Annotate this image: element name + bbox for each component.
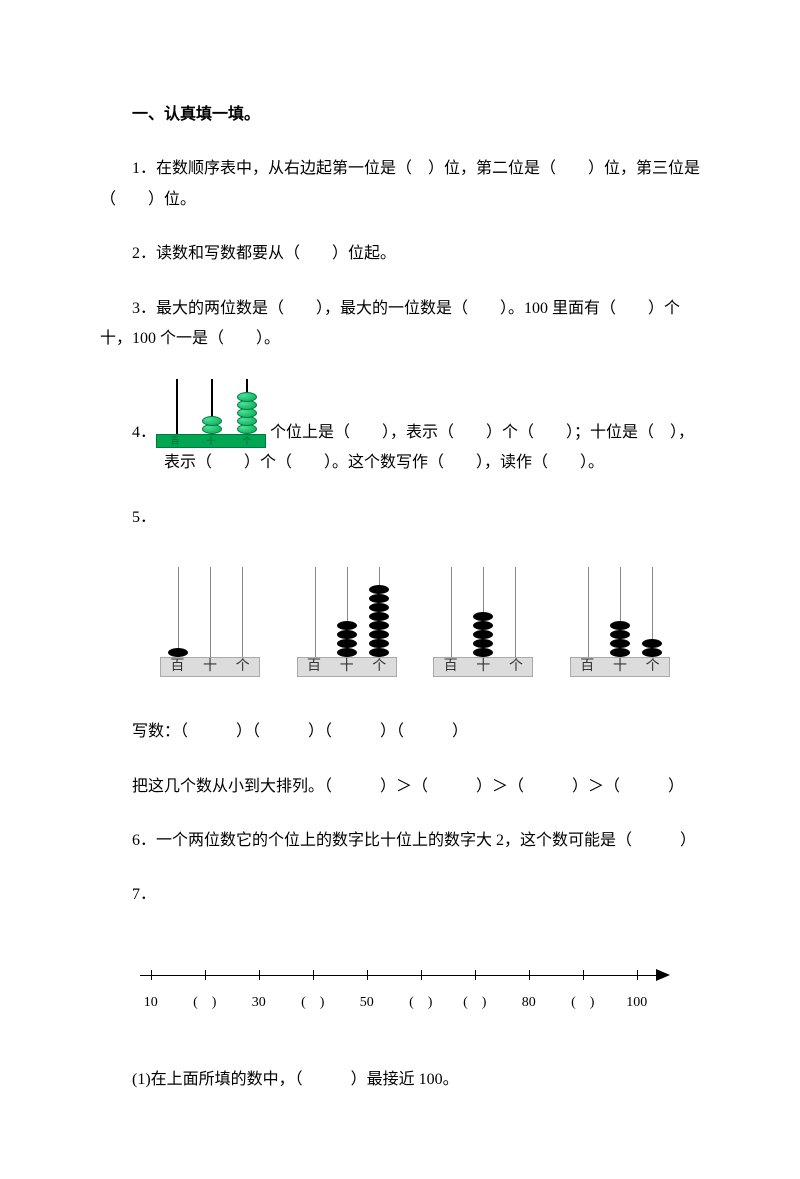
worksheet-page: 一、认真填一填。 1．在数顺序表中，从右边起第一位是（ ）位，第二位是（ ）位，…	[0, 0, 800, 1179]
abacus-bead	[473, 639, 493, 648]
question-6: 6．一个两位数它的个位上的数字比十位上的数字大 2，这个数可能是（ ）	[100, 826, 700, 856]
abacus-base: 百十个	[297, 657, 397, 677]
numberline-label: ( )	[463, 990, 486, 1017]
numberline-wrap: 10 ( ) 30 ( ) 50 ( ) ( ) 80 ( ) 100	[100, 935, 700, 1035]
numberline-tick	[259, 970, 260, 980]
question-3: 3．最大的两位数是（ ），最大的一位数是（ ）。100 里面有（ ）个十，100…	[100, 294, 700, 355]
abacus-bead	[337, 630, 357, 639]
abacus-rod	[176, 379, 178, 434]
abacus-bead	[369, 612, 389, 621]
abacus-bead	[610, 630, 630, 639]
numberline-tick	[475, 970, 476, 980]
abacus-green: 百十个	[156, 378, 266, 448]
numberline-tick	[421, 970, 422, 980]
abacus-bead	[369, 585, 389, 594]
abacus-base-label: 个	[372, 654, 386, 681]
abacus-row: 百十个百十个百十个百十个	[100, 557, 700, 687]
numberline-tick	[583, 970, 584, 980]
abacus-base-label: 百	[171, 433, 180, 450]
numberline-label: 50	[360, 990, 374, 1017]
numberline-label: 30	[252, 990, 266, 1017]
numberline-label: ( )	[571, 990, 594, 1017]
abacus-rod	[588, 567, 589, 657]
abacus-base-label: 百	[170, 654, 184, 681]
abacus-bead	[369, 594, 389, 603]
abacus-base-label: 十	[340, 654, 354, 681]
abacus-bead	[337, 621, 357, 630]
abacus-base-label: 个	[243, 433, 252, 450]
abacus-base-label: 十	[613, 654, 627, 681]
abacus-bead	[369, 603, 389, 612]
abacus-base: 百十个	[433, 657, 533, 677]
numberline-tick	[151, 970, 152, 980]
numberline-tick	[637, 970, 638, 980]
abacus-bw: 百十个	[160, 567, 260, 677]
abacus-bead	[369, 648, 389, 657]
abacus-rod	[451, 567, 452, 657]
abacus-base-label: 十	[203, 654, 217, 681]
abacus-base-label: 百	[444, 654, 458, 681]
abacus-rod	[242, 567, 243, 657]
abacus-base-label: 个	[236, 654, 250, 681]
abacus-base-label: 百	[307, 654, 321, 681]
abacus-rod	[315, 567, 316, 657]
question-5-label: 5．	[100, 503, 700, 533]
abacus-bead	[369, 630, 389, 639]
question-5-write: 写数：（ ）（ ）（ ）（ ）	[100, 717, 700, 747]
question-4-prefix: 4．	[132, 424, 156, 441]
abacus-bead	[369, 639, 389, 648]
abacus-base: 百十个	[160, 657, 260, 677]
abacus-bead	[642, 648, 662, 657]
abacus-bead	[610, 648, 630, 657]
numberline: 10 ( ) 30 ( ) 50 ( ) ( ) 80 ( ) 100	[140, 965, 680, 1025]
abacus-base-label: 个	[646, 654, 660, 681]
section-title: 一、认真填一填。	[100, 100, 700, 130]
abacus-bead	[610, 621, 630, 630]
numberline-label: 10	[144, 990, 158, 1017]
abacus-bw: 百十个	[297, 567, 397, 677]
abacus-rod	[210, 567, 211, 657]
question-1: 1．在数顺序表中，从右边起第一位是（ ）位，第二位是（ ）位，第三位是（ ）位。	[100, 154, 700, 215]
abacus-base-label: 百	[580, 654, 594, 681]
abacus-bw: 百十个	[433, 567, 533, 677]
abacus-base: 百十个	[570, 657, 670, 677]
numberline-arrow-icon	[656, 969, 670, 981]
numberline-label: 100	[626, 990, 647, 1017]
question-2: 2．读数和写数都要从（ ）位起。	[100, 239, 700, 269]
abacus-base-label: 十	[207, 433, 216, 450]
numberline-tick	[367, 970, 368, 980]
abacus-bead	[168, 648, 188, 657]
abacus-rod	[515, 567, 516, 657]
question-7-sub1: (1)在上面所填的数中，（ ）最接近 100。	[100, 1065, 700, 1095]
abacus-bw: 百十个	[570, 567, 670, 677]
abacus-bead	[473, 612, 493, 621]
abacus-bead	[369, 621, 389, 630]
abacus-bead	[473, 630, 493, 639]
question-5-sort: 把这几个数从小到大排列。（ ）＞（ ）＞（ ）＞（ ）	[100, 772, 700, 802]
numberline-tick	[529, 970, 530, 980]
abacus-bead	[610, 639, 630, 648]
numberline-tick	[205, 970, 206, 980]
abacus-base-label: 十	[476, 654, 490, 681]
abacus-bead	[473, 648, 493, 657]
abacus-bead	[337, 648, 357, 657]
numberline-label: ( )	[193, 990, 216, 1017]
abacus-rod	[178, 567, 179, 657]
abacus-base-label: 个	[509, 654, 523, 681]
numberline-label: ( )	[301, 990, 324, 1017]
numberline-tick	[313, 970, 314, 980]
question-7-label: 7．	[100, 880, 700, 910]
abacus-bead	[642, 639, 662, 648]
abacus-bead	[473, 621, 493, 630]
numberline-label: ( )	[409, 990, 432, 1017]
question-4: 4．百十个个位上是（ ），表示（ ）个（ ）；十位是（ ），表示（ ）个（ ）。…	[132, 378, 700, 478]
numberline-label: 80	[522, 990, 536, 1017]
abacus-base: 百十个	[156, 434, 266, 448]
abacus-bead	[337, 639, 357, 648]
